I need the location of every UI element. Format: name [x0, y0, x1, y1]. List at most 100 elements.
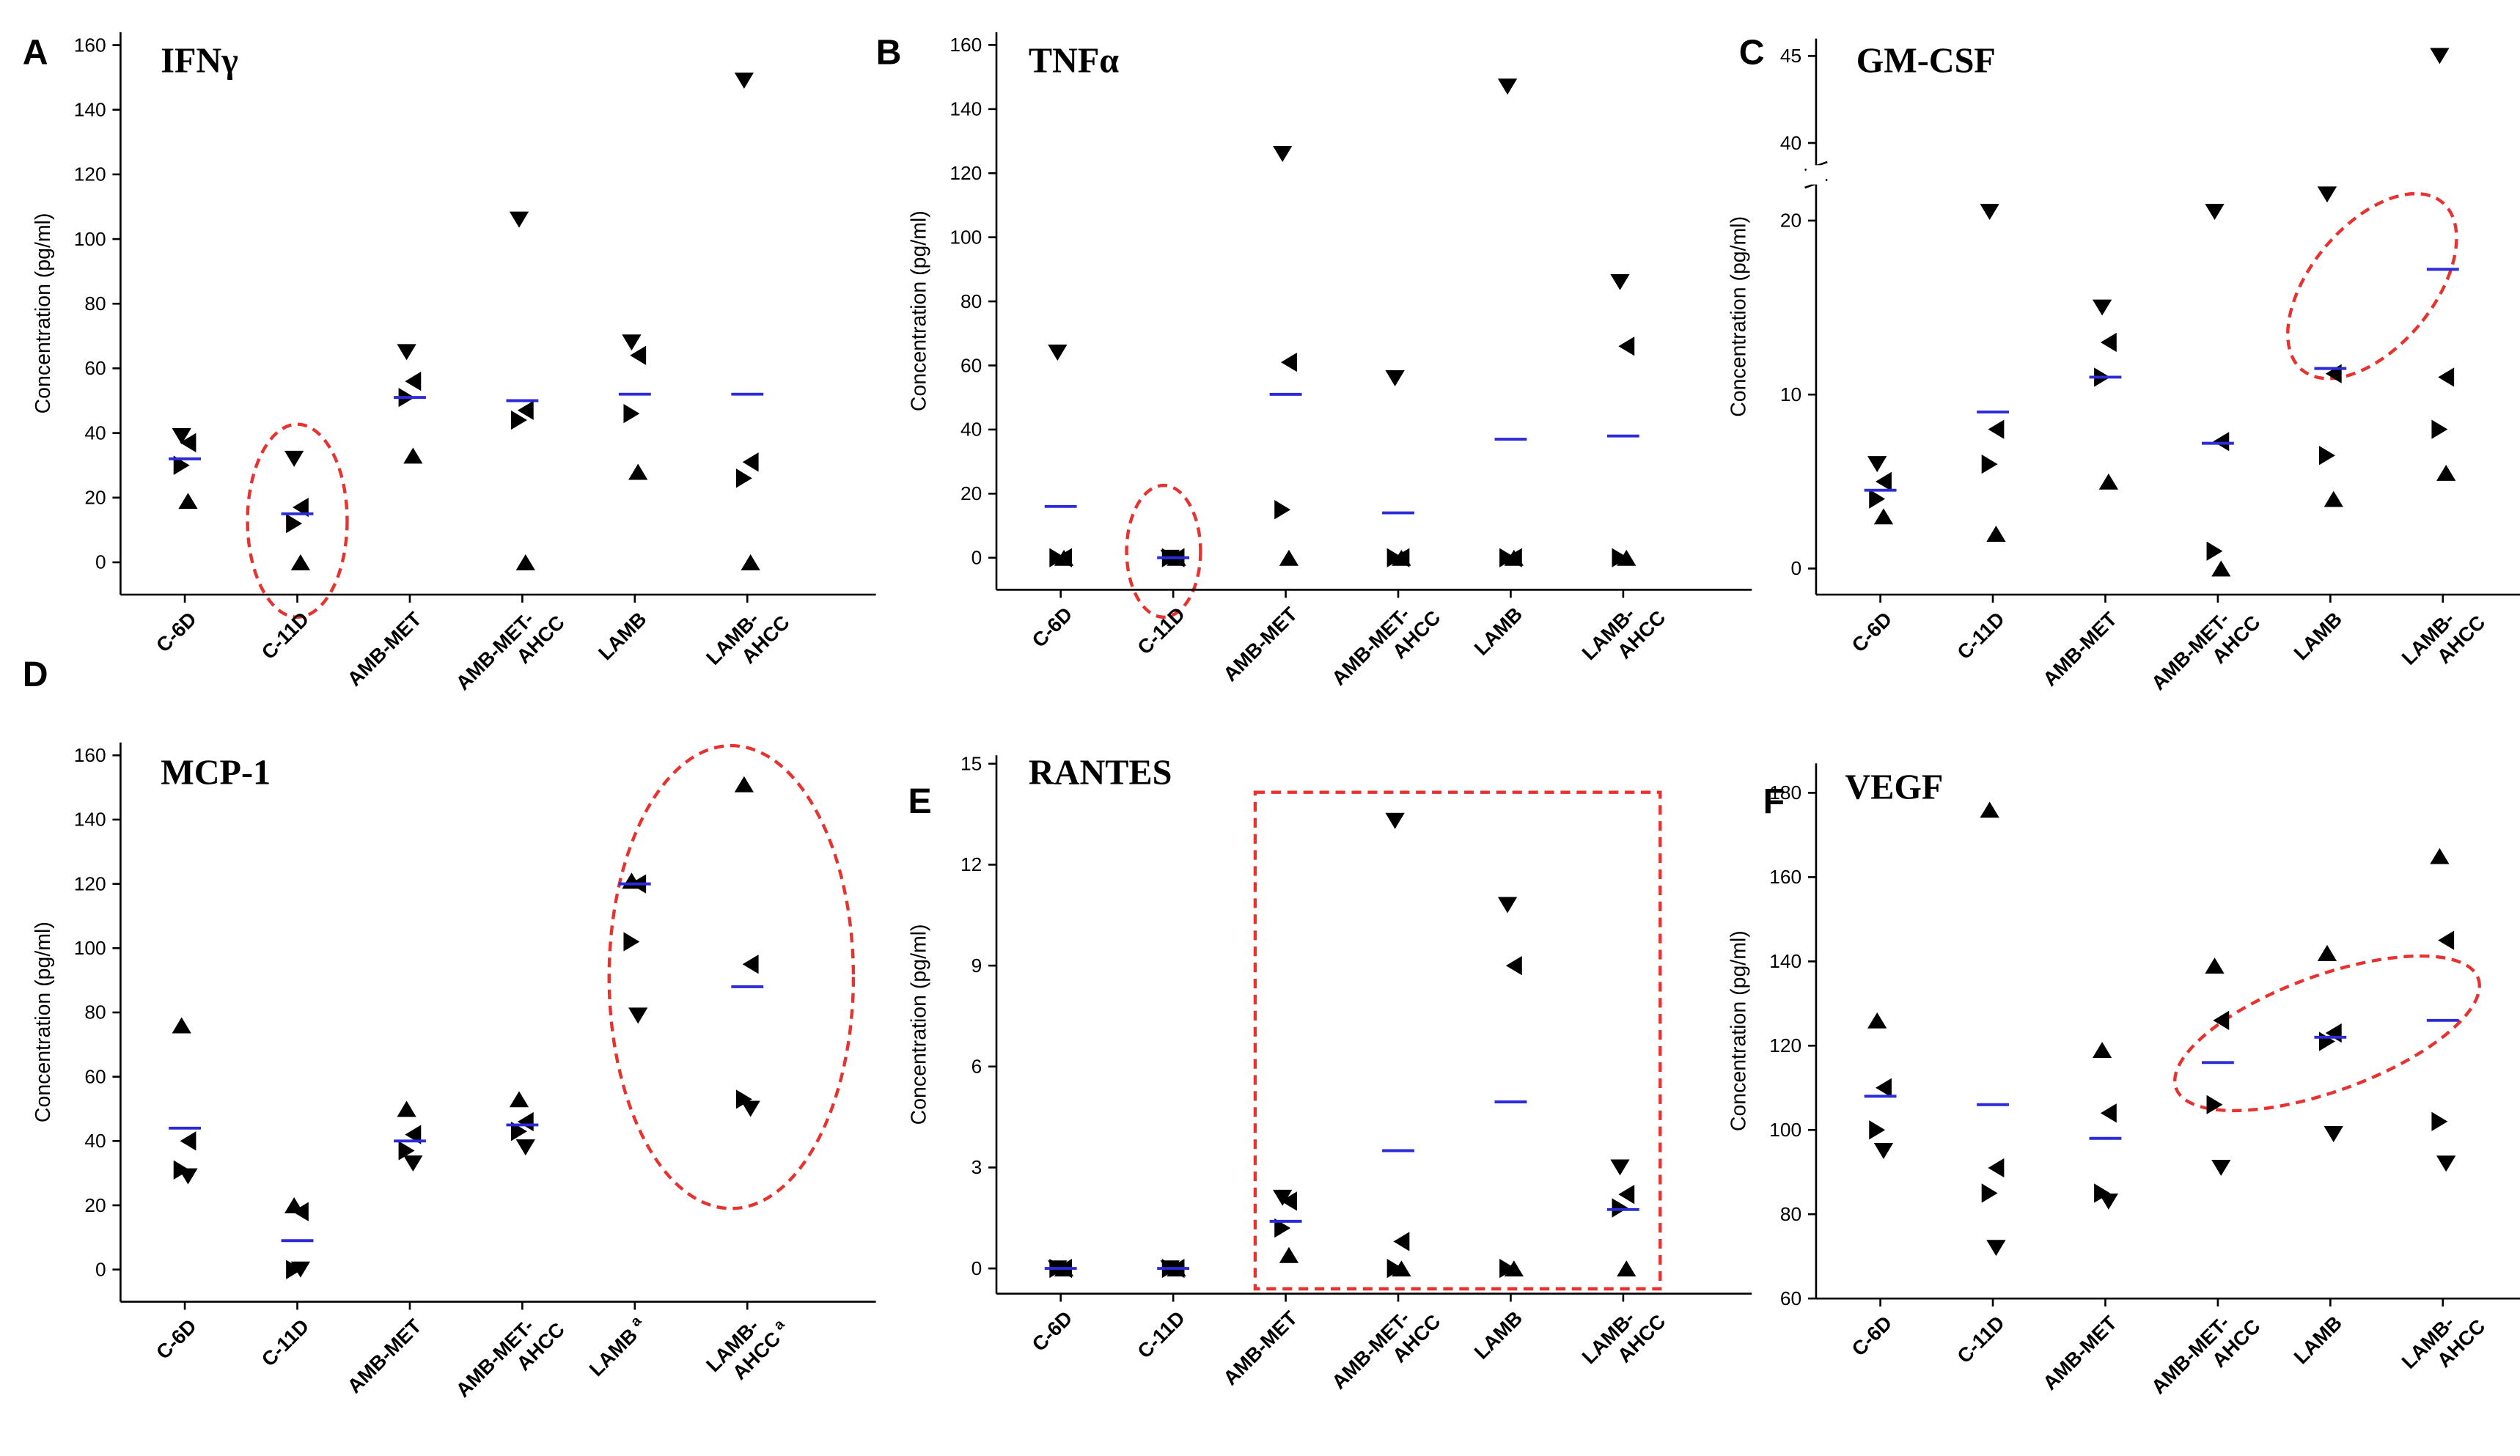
- data-point: [1386, 1258, 1403, 1279]
- y-tick-label: 120: [949, 162, 982, 184]
- data-point: [2436, 1155, 2456, 1172]
- y-axis-label: Concentration (pg/ml): [32, 922, 55, 1122]
- data-point: [1869, 489, 1886, 509]
- data-point: [1986, 526, 2006, 542]
- data-point: [1610, 1159, 1630, 1176]
- data-point: [172, 1017, 191, 1034]
- x-tick-label: LAMB: [2289, 607, 2346, 664]
- data-point: [1988, 1158, 2005, 1178]
- y-tick-label: 60: [84, 357, 106, 379]
- x-tick-label: C-6D: [1027, 603, 1076, 652]
- data-point: [397, 1100, 416, 1117]
- data-point: [2206, 541, 2223, 561]
- x-tick-label-line: LAMB: [1469, 1306, 1527, 1364]
- x-tick-label: C-6D: [152, 607, 201, 656]
- data-point: [1392, 549, 1411, 566]
- y-tick-label: 20: [84, 1194, 106, 1216]
- y-tick-label: 40: [84, 422, 106, 444]
- panel-title: TNFα: [1029, 42, 1119, 81]
- y-tick-label: 160: [1769, 866, 1801, 888]
- data-point: [623, 932, 640, 952]
- data-point: [735, 468, 752, 488]
- data-point: [2100, 332, 2117, 353]
- y-tick-label: 80: [84, 293, 106, 315]
- data-point: [290, 554, 311, 570]
- panel-title: VEGF: [1845, 768, 1943, 806]
- y-axis-label: Concentration (pg/ml): [908, 924, 931, 1125]
- y-tick-label: 60: [1780, 1287, 1801, 1309]
- data-point: [1610, 273, 1630, 290]
- highlight-ellipse: [2173, 954, 2481, 1113]
- x-tick-label-line: C-6D: [1027, 603, 1076, 652]
- data-point: [2092, 1042, 2112, 1059]
- data-point: [1280, 1191, 1297, 1211]
- data-point: [2100, 1103, 2117, 1123]
- y-tick-label: 6: [971, 1056, 982, 1078]
- data-point: [511, 1122, 527, 1141]
- y-tick-label: 120: [74, 163, 106, 185]
- data-point: [2436, 465, 2456, 481]
- x-tick-label-line: AMB-MET: [2038, 1311, 2122, 1394]
- data-point: [2324, 1126, 2343, 1142]
- y-tick-label: 160: [949, 34, 982, 56]
- data-point: [623, 404, 640, 424]
- y-tick-label: 40: [960, 419, 982, 441]
- data-point: [1876, 471, 1892, 491]
- data-point: [741, 1100, 760, 1117]
- data-point: [286, 1260, 303, 1279]
- y-tick-label: 3: [971, 1156, 982, 1178]
- data-point: [1279, 549, 1299, 566]
- y-tick-label: 10: [1780, 383, 1801, 405]
- y-tick-label: 140: [74, 98, 106, 120]
- data-point: [1617, 549, 1636, 566]
- data-point: [1273, 1189, 1293, 1206]
- x-tick-label: LAMB-AHCC: [1577, 1293, 1669, 1385]
- x-tick-label-line: C-11D: [1953, 1312, 2009, 1368]
- x-tick-label: AMB-MET: [342, 1315, 426, 1398]
- data-point: [1873, 1143, 1894, 1159]
- data-point: [2430, 848, 2450, 864]
- data-point: [2205, 957, 2225, 974]
- x-tick-label: C-6D: [1847, 607, 1896, 656]
- panel-letter: E: [908, 782, 931, 821]
- data-point: [2213, 432, 2230, 452]
- data-point: [511, 410, 527, 430]
- y-axis-label: Concentration (pg/ml): [1727, 216, 1750, 417]
- data-point: [1617, 1260, 1636, 1277]
- y-tick-label: 60: [84, 1065, 106, 1087]
- data-point: [2325, 364, 2342, 383]
- y-tick-label: 40: [84, 1130, 106, 1152]
- data-point: [517, 1111, 534, 1132]
- data-point: [2438, 367, 2455, 387]
- data-point: [1048, 345, 1068, 361]
- data-point: [2438, 930, 2455, 950]
- data-point: [284, 450, 304, 467]
- data-point: [1504, 549, 1524, 566]
- y-axis-label: Concentration (pg/ml): [1727, 930, 1750, 1131]
- data-point: [1385, 812, 1405, 829]
- data-point: [742, 452, 759, 472]
- x-tick-label-line: C-6D: [1847, 1312, 1896, 1361]
- x-tick-label: AMB-MET-AHCC: [2147, 1298, 2265, 1416]
- x-tick-label-line: LAMB: [594, 607, 651, 664]
- data-point: [1981, 454, 1998, 474]
- x-tick-label: AMB-MET-AHCC: [451, 1301, 569, 1419]
- y-tick-label: 60: [960, 354, 982, 376]
- data-point: [1392, 1260, 1411, 1277]
- data-point: [1988, 419, 2005, 439]
- y-tick-label: 0: [971, 1257, 982, 1279]
- y-tick-label: 160: [74, 744, 106, 766]
- y-tick-label: 100: [949, 226, 982, 248]
- x-tick-label: AMB-MET-AHCC: [2147, 594, 2265, 712]
- data-point: [286, 513, 303, 534]
- x-tick-label: LAMB-AHCC: [2397, 594, 2489, 686]
- data-point: [292, 1202, 309, 1221]
- x-tick-label-line: LAMB: [2289, 1312, 2346, 1369]
- y-axis-label: Concentration (pg/ml): [908, 210, 931, 411]
- y-tick-label: 15: [960, 753, 982, 775]
- panel-title: GM-CSF: [1856, 42, 1996, 81]
- data-point: [2324, 490, 2343, 507]
- data-point: [1869, 1120, 1886, 1140]
- data-point: [2213, 1010, 2230, 1030]
